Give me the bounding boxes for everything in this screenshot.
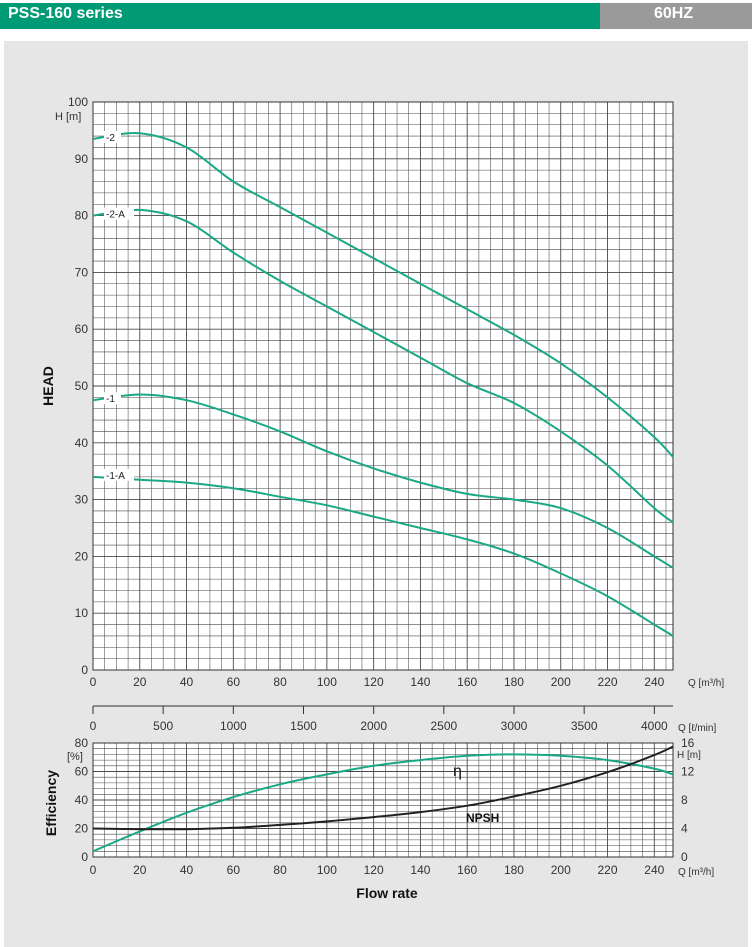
frequency-bar (600, 3, 752, 29)
lmin-unit: Q [ℓ/min] (678, 723, 716, 734)
frequency-label: 60HZ (654, 5, 694, 22)
head-curve-line (92, 475, 674, 637)
head-x-tick-label: 240 (644, 675, 664, 689)
head-x-tick-label: 220 (598, 675, 618, 689)
head-x-tick-label: 140 (410, 675, 430, 689)
lmin-tick-label: 2500 (430, 719, 457, 733)
x-axis-title: Flow rate (356, 885, 418, 901)
eff-y-axis-title: Efficiency (43, 770, 59, 836)
head-x-tick-label: 200 (551, 675, 571, 689)
eff-x-tick-label: 100 (317, 863, 337, 877)
npsh-y-tick-label: 4 (681, 822, 688, 836)
flow-lmin-axis: 0 500 1000 1500 2000 2500 3000 3500 4000 Q [ℓ/min… (90, 705, 716, 734)
lmin-tick-label: 500 (153, 719, 173, 733)
eff-x-tick-label: 240 (644, 863, 664, 877)
eff-y-tick-label: 20 (75, 822, 89, 836)
head-x-tick-label: 20 (133, 675, 147, 689)
eff-x-tick-label: 80 (273, 863, 287, 877)
curve-label-bg (104, 392, 121, 405)
head-y-tick-label: 10 (75, 606, 89, 620)
head-y-tick-label: 80 (75, 209, 89, 223)
head-curve-line (92, 208, 674, 524)
lmin-tick-label: 0 (90, 719, 97, 733)
head-y-tick-label: 100 (68, 95, 88, 109)
eff-plot-frame (92, 742, 674, 858)
lmin-tick-label: 3000 (501, 719, 528, 733)
curve-label: -1 (106, 394, 115, 405)
eff-x-tick-label: 120 (364, 863, 384, 877)
head-y-tick-label: 90 (75, 152, 89, 166)
head-y-tick-label: 50 (75, 379, 89, 393)
curve-label-bg (104, 207, 134, 220)
eff-x-tick-label: 0 (90, 863, 97, 877)
head-y-tick-label: 40 (75, 436, 89, 450)
lmin-tick-label: 2000 (360, 719, 387, 733)
eff-x-tick-label: 220 (598, 863, 618, 877)
eff-x-tick-label: 140 (410, 863, 430, 877)
head-y-unit: H [m] (55, 111, 81, 123)
head-curve-line (92, 393, 674, 569)
head-y-tick-label: 70 (75, 265, 89, 279)
efficiency-curve-label: η (453, 763, 462, 780)
eff-x-tick-label: 160 (457, 863, 477, 877)
curve-label: -1-A (106, 471, 125, 482)
efficiency-curve-line (92, 753, 674, 853)
eff-y-tick-label: 0 (81, 850, 88, 864)
head-x-unit: Q [m³/h] (688, 678, 724, 689)
eff-x-tick-label: 20 (133, 863, 147, 877)
eff-x-unit: Q [m³/h] (678, 867, 714, 878)
head-y-tick-label: 30 (75, 493, 89, 507)
curve-label-bg (104, 468, 134, 481)
curve-label: -2 (106, 133, 115, 144)
eff-x-tick-label: 180 (504, 863, 524, 877)
efficiency-npsh-chart: 0 20 40 60 80 100 120 140 160 180 200 220 2400204060… (43, 736, 714, 901)
eff-y-unit: [%] (67, 751, 83, 763)
series-title: PSS-160 series (8, 5, 123, 22)
npsh-y-unit: H [m] (677, 750, 701, 761)
curve-label-bg (104, 130, 121, 143)
head-y-tick-label: 20 (75, 549, 89, 563)
head-y-axis-title: HEAD (40, 366, 56, 406)
head-x-tick-label: 60 (227, 675, 241, 689)
lmin-tick-label: 4000 (641, 719, 668, 733)
head-x-tick-label: 40 (180, 675, 194, 689)
head-y-tick-label: 60 (75, 322, 89, 336)
head-x-tick-label: 160 (457, 675, 477, 689)
series-title-bar (0, 3, 600, 29)
head-curve-line (92, 132, 674, 458)
eff-x-tick-label: 60 (227, 863, 241, 877)
eff-x-tick-label: 40 (180, 863, 194, 877)
head-x-tick-label: 100 (317, 675, 337, 689)
head-x-tick-label: 0 (90, 675, 97, 689)
eff-y-tick-label: 80 (75, 736, 89, 750)
curve-label: -2-A (106, 210, 125, 221)
lmin-tick-label: 1500 (290, 719, 317, 733)
lmin-tick-label: 3500 (571, 719, 598, 733)
lmin-tick-label: 1000 (220, 719, 247, 733)
npsh-y-tick-label: 8 (681, 793, 688, 807)
head-chart: 0 20 40 60 80 100 120 140 160 180 200 220 240 0 10 20 30… (40, 95, 724, 689)
npsh-y-tick-label: 0 (681, 850, 688, 864)
eff-x-tick-label: 200 (551, 863, 571, 877)
npsh-y-tick-label: 12 (681, 765, 695, 779)
eff-y-tick-label: 40 (75, 793, 89, 807)
head-y-tick-label: 0 (81, 663, 88, 677)
head-x-tick-label: 120 (364, 675, 384, 689)
head-x-tick-label: 180 (504, 675, 524, 689)
head-x-tick-label: 80 (273, 675, 287, 689)
npsh-curve-label: NPSH (466, 811, 499, 825)
head-plot-frame (92, 101, 674, 671)
eff-y-tick-label: 60 (75, 765, 89, 779)
npsh-curve-line (92, 745, 674, 831)
npsh-y-tick-label: 16 (681, 736, 695, 750)
